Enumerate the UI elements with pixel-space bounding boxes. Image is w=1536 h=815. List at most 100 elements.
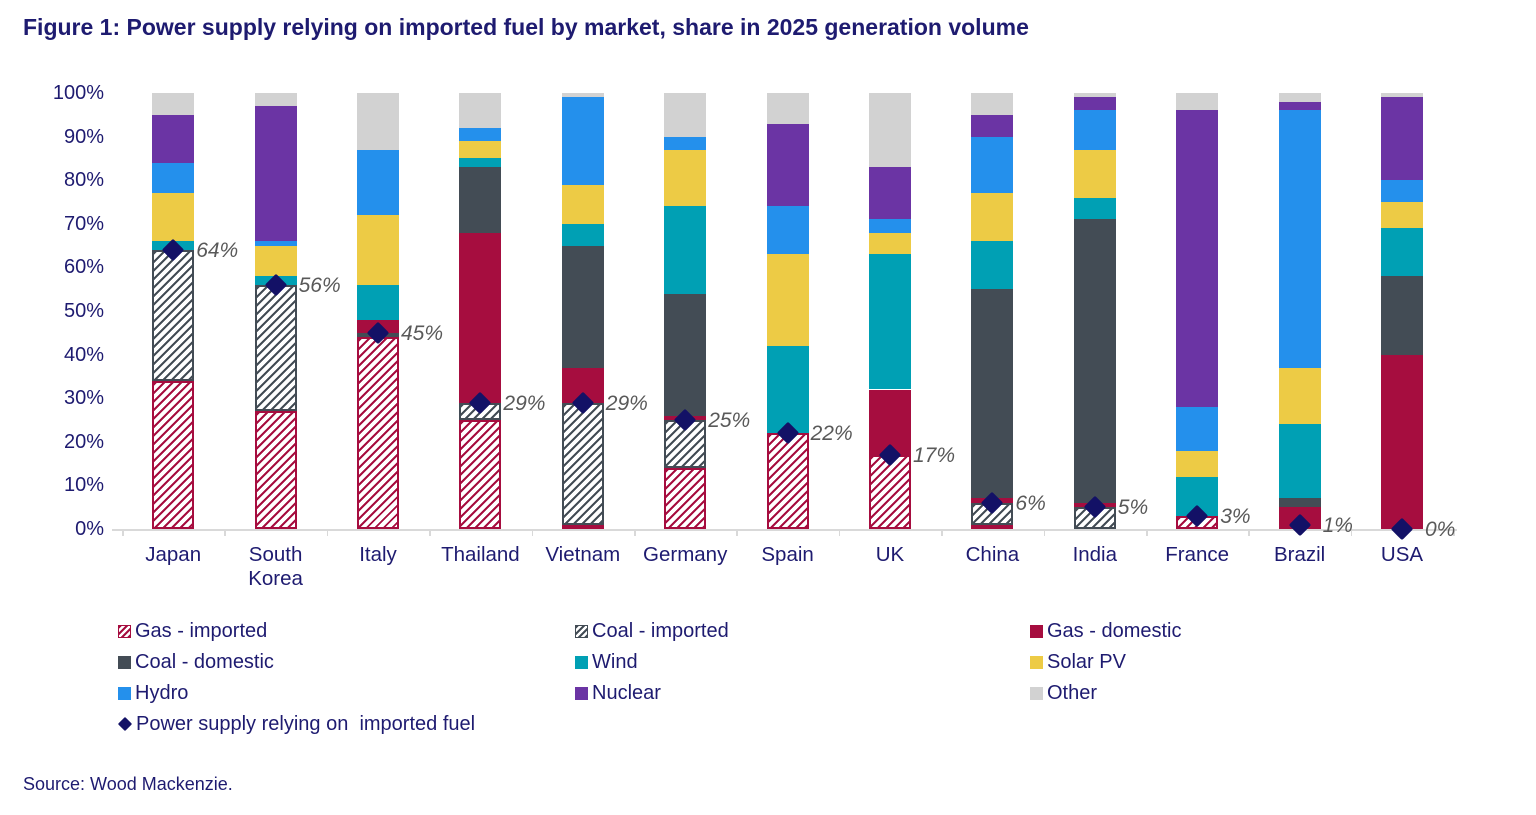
bar-segment-nuclear xyxy=(766,123,809,207)
bar-segment-solar-pv xyxy=(152,193,195,242)
imported-share-label: 3% xyxy=(1220,504,1251,528)
legend-item-hydro: Hydro xyxy=(118,681,189,704)
bar-segment-hydro xyxy=(1381,180,1423,202)
bar-segment-nuclear xyxy=(254,106,297,242)
bar-china xyxy=(971,0,1014,529)
x-axis-label: Japan xyxy=(145,543,202,566)
legend-item-other: Other xyxy=(1030,682,1097,704)
imported-share-label: 5% xyxy=(1117,496,1149,520)
bar-segment-nuclear xyxy=(1381,97,1423,181)
bar-india xyxy=(1073,0,1116,529)
legend-swatch xyxy=(575,655,588,669)
bar-segment-hydro xyxy=(664,136,707,150)
legend-item-gas-imported: Gas - imported xyxy=(118,619,268,642)
bar-segment-wind xyxy=(1278,424,1321,499)
bar-segment-solar-pv xyxy=(357,215,399,285)
legend-swatch xyxy=(575,686,588,700)
bar-germany xyxy=(664,0,707,529)
x-axis-tick xyxy=(1043,529,1046,536)
bar-segment-hydro xyxy=(1073,110,1116,150)
bar-segment-other xyxy=(152,93,195,115)
x-axis-label: UK xyxy=(875,543,905,566)
legend-swatch xyxy=(118,655,131,669)
x-axis-tick xyxy=(429,529,431,536)
stacked-bar-chart: 0% 10% 20% 30% 40% 50% 60% 70% 80% 90% 100% 64% Japa… xyxy=(52,0,1458,590)
bar-segment-other xyxy=(664,93,707,137)
x-axis-tick xyxy=(531,529,534,536)
bar-segment-gas-domestic xyxy=(459,232,502,403)
legend-item-wind: Wind xyxy=(575,651,638,673)
bar-segment-gas-imported xyxy=(152,380,195,529)
legend-swatch xyxy=(118,624,131,638)
bar-segment-gas-imported xyxy=(664,467,707,529)
x-axis-tick xyxy=(326,529,329,536)
legend-label: Hydro xyxy=(135,681,189,704)
legend-swatch xyxy=(1030,655,1043,669)
legend-label: Solar PV xyxy=(1047,650,1126,673)
bar-segment-hydro xyxy=(254,241,297,246)
x-axis-tick xyxy=(1146,529,1148,536)
bar-segment-other xyxy=(1073,93,1116,98)
bar-segment-gas-imported xyxy=(357,337,399,529)
figure-title: Figure 1: Power supply relying on import… xyxy=(23,14,1029,40)
y-axis-tick-label: 20% xyxy=(63,430,104,453)
x-axis-label: Vietnam xyxy=(545,543,621,566)
bar-segment-wind xyxy=(459,158,502,168)
bar-segment-gas-imported xyxy=(561,524,604,529)
bar-segment-coal-domestic xyxy=(971,289,1014,499)
bar-segment-wind xyxy=(357,284,399,320)
bar-segment-other xyxy=(561,93,604,98)
bar-segment-other xyxy=(357,93,399,150)
source-note: Source: Wood Mackenzie. xyxy=(23,774,233,794)
imported-share-label: 6% xyxy=(1015,491,1046,515)
imported-share-label: 1% xyxy=(1322,513,1353,537)
bar-segment-coal-domestic xyxy=(664,293,707,416)
bar-thailand xyxy=(459,0,502,529)
x-axis-tick xyxy=(634,529,636,536)
y-axis-tick-label: 100% xyxy=(52,82,104,104)
bar-segment-solar-pv xyxy=(664,149,707,207)
imported-share-label: 22% xyxy=(810,422,853,446)
bar-segment-gas-imported xyxy=(971,524,1014,529)
legend-diamond-swatch xyxy=(117,716,133,732)
bar-segment-gas-imported xyxy=(254,411,297,529)
legend-label: Power supply relying on imported fuel xyxy=(136,712,476,735)
bar-segment-wind xyxy=(766,345,809,434)
bar-segment-nuclear xyxy=(1073,97,1116,111)
x-axis-tick xyxy=(736,529,738,536)
bar-segment-gas-imported xyxy=(766,433,809,529)
bar-segment-nuclear xyxy=(869,167,911,220)
bar-segment-hydro xyxy=(766,206,809,255)
legend-swatch xyxy=(118,686,131,700)
legend-label: Gas - imported xyxy=(135,619,268,642)
bar-segment-nuclear xyxy=(152,114,195,163)
x-axis-tick xyxy=(122,529,124,536)
bar-segment-gas-imported xyxy=(869,454,911,529)
y-axis-tick-label: 40% xyxy=(63,343,104,366)
bar-segment-other xyxy=(971,93,1014,115)
bar-segment-hydro xyxy=(152,162,195,194)
x-axis-label: USA xyxy=(1380,543,1424,566)
imported-share-label: 64% xyxy=(196,238,239,262)
bar-segment-other xyxy=(869,93,911,168)
y-axis-tick-label: 30% xyxy=(63,387,104,410)
bar-vietnam xyxy=(561,0,604,529)
bar-france xyxy=(1176,0,1219,529)
bar-segment-wind xyxy=(1381,228,1423,277)
legend-item-solar-pv: Solar PV xyxy=(1030,650,1126,673)
bar-usa xyxy=(1381,0,1423,529)
bar-segment-coal-imported xyxy=(561,402,604,525)
bar-segment-coal-domestic xyxy=(561,245,604,368)
y-axis-tick-label: 10% xyxy=(63,474,104,497)
bar-segment-wind xyxy=(869,254,911,390)
imported-share-label: 17% xyxy=(913,443,956,467)
bar-segment-gas-domestic xyxy=(1381,354,1423,529)
imported-share-label: 56% xyxy=(298,273,341,297)
bar-segment-hydro xyxy=(561,97,604,185)
bar-segment-solar-pv xyxy=(459,140,502,159)
bar-segment-nuclear xyxy=(1278,101,1321,111)
legend-label: Gas - domestic xyxy=(1047,619,1182,642)
bar-segment-coal-domestic xyxy=(1073,219,1116,503)
bar-brazil xyxy=(1278,0,1321,529)
